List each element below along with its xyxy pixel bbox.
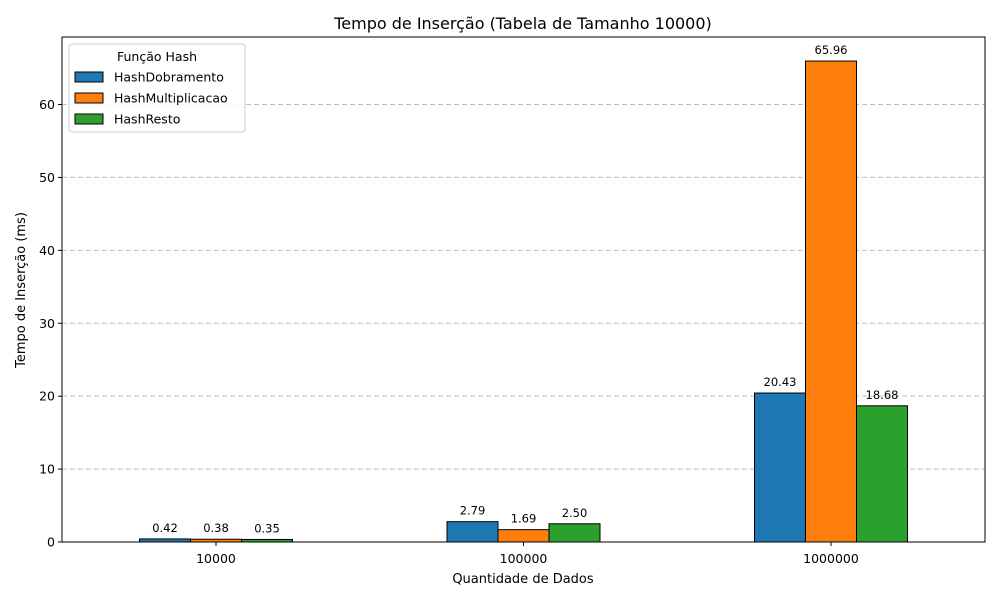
data-label: 0.38 bbox=[203, 521, 229, 535]
legend-swatch bbox=[74, 92, 104, 104]
y-tick-label: 50 bbox=[39, 170, 55, 185]
bars bbox=[139, 60, 908, 543]
legend-label: HashDobramento bbox=[114, 70, 224, 85]
legend-swatch bbox=[74, 113, 104, 125]
y-tick-label: 10 bbox=[39, 462, 55, 477]
bar-hashdobramento-1000000 bbox=[754, 392, 806, 543]
bar-hashmultiplicacao-1000000 bbox=[805, 60, 857, 543]
x-axis-label: Quantidade de Dados bbox=[452, 572, 594, 587]
data-label: 1.69 bbox=[511, 512, 537, 526]
y-tick-label: 20 bbox=[39, 389, 55, 404]
legend-title: Função Hash bbox=[117, 49, 197, 64]
y-tick-label: 60 bbox=[39, 97, 55, 112]
legend: Função Hash HashDobramento HashMultiplica… bbox=[68, 43, 246, 133]
x-axis-ticks: 10000 100000 1000000 bbox=[196, 542, 859, 566]
data-label: 18.68 bbox=[866, 388, 899, 402]
data-label: 0.42 bbox=[152, 521, 178, 535]
y-axis-label: Tempo de Inserção (ms) bbox=[14, 212, 29, 369]
data-label: 65.96 bbox=[815, 43, 848, 57]
legend-swatch bbox=[74, 71, 104, 83]
y-tick-label: 40 bbox=[39, 243, 55, 258]
bar-hashmultiplicacao-100000 bbox=[497, 529, 550, 543]
legend-label: HashMultiplicacao bbox=[114, 91, 228, 106]
legend-label: HashResto bbox=[114, 112, 180, 127]
bar-hashresto-1000000 bbox=[856, 405, 908, 543]
legend-items: HashDobramento HashMultiplicacao HashResto bbox=[74, 70, 228, 127]
x-tick-label: 100000 bbox=[500, 551, 548, 566]
chart-title: Tempo de Inserção (Tabela de Tamanho 100… bbox=[333, 14, 712, 33]
y-axis-ticks: 0 10 20 30 40 50 60 bbox=[39, 97, 62, 550]
legend-box bbox=[68, 43, 246, 133]
data-label: 2.79 bbox=[460, 504, 486, 518]
x-tick-label: 1000000 bbox=[803, 551, 859, 566]
data-label: 2.50 bbox=[562, 506, 588, 520]
data-labels: 0.42 0.38 0.35 2.79 1.69 2.50 20.43 65.96 18.68 bbox=[152, 43, 898, 535]
y-tick-label: 0 bbox=[47, 535, 55, 550]
y-tick-label: 30 bbox=[39, 316, 55, 331]
bar-hashresto-100000 bbox=[548, 523, 601, 543]
x-tick-label: 10000 bbox=[196, 551, 236, 566]
bar-hashdobramento-100000 bbox=[446, 521, 499, 543]
data-label: 0.35 bbox=[254, 521, 280, 535]
data-label: 20.43 bbox=[764, 375, 797, 389]
